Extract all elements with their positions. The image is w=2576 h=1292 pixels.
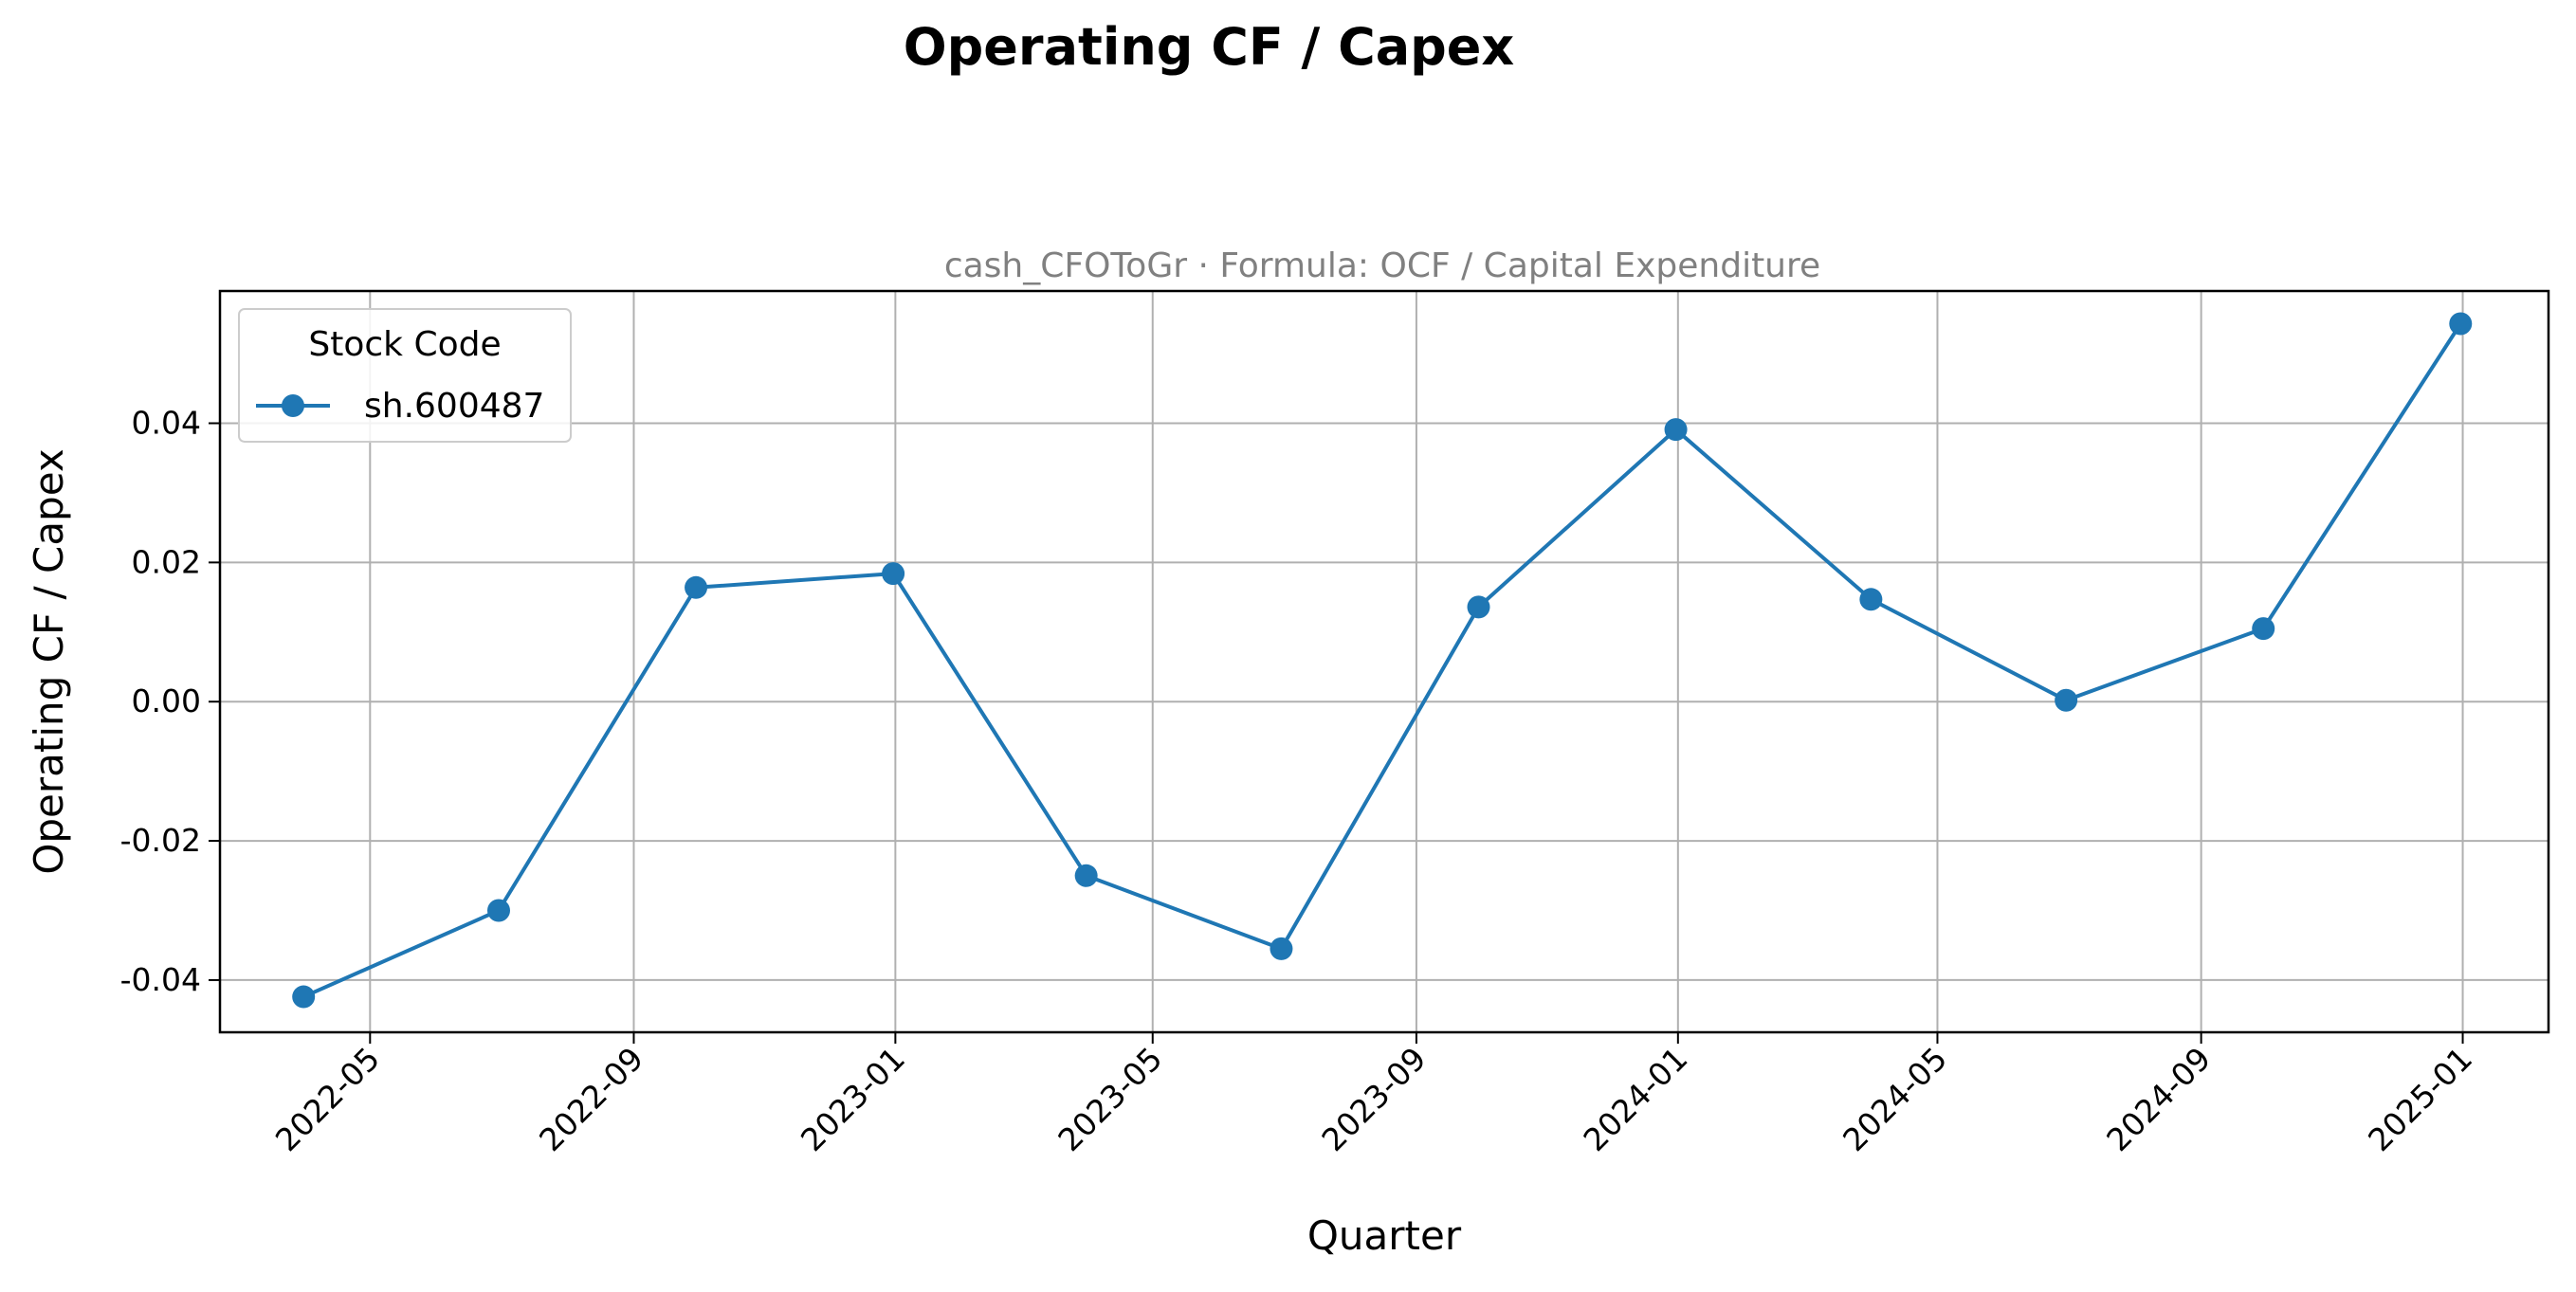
data-point — [1270, 937, 1293, 960]
x-tick-label: 2022-09 — [532, 1040, 650, 1158]
y-tick-label: -0.02 — [120, 822, 201, 859]
series-line — [302, 322, 2462, 999]
x-tick-label: 2023-09 — [1314, 1040, 1433, 1158]
x-tick-label: 2023-01 — [794, 1040, 912, 1158]
grid — [220, 291, 2549, 1032]
data-point — [486, 899, 510, 922]
legend-title: Stock Code — [308, 325, 501, 364]
data-point — [1664, 418, 1688, 442]
x-tick-label: 2025-01 — [2361, 1040, 2479, 1158]
legend-marker-swatch — [282, 394, 304, 417]
x-tick-label: 2023-05 — [1050, 1040, 1169, 1158]
y-tick-label: 0.00 — [132, 682, 201, 719]
y-tick-label: 0.04 — [132, 405, 201, 442]
data-point — [1467, 595, 1490, 619]
data-point — [2449, 312, 2473, 336]
x-tick-label: 2022-05 — [268, 1040, 387, 1158]
legend-box — [238, 308, 572, 443]
y-tick-label: 0.02 — [132, 543, 201, 580]
y-axis-ticks: -0.04 -0.02 0.00 0.02 0.04 — [120, 405, 220, 998]
chart-title: Operating CF / Capex — [903, 17, 1515, 77]
data-point — [2055, 688, 2078, 712]
data-point — [1859, 588, 1883, 611]
chart-subtitle: cash_CFOToGr · Formula: OCF / Capital Ex… — [944, 246, 1820, 285]
data-point — [2252, 617, 2275, 641]
x-tick-label: 2024-09 — [2099, 1040, 2218, 1158]
x-axis-ticks: 2022-05 2022-09 2023-01 2023-05 2023-09 2024-… — [268, 1032, 2479, 1158]
x-axis-label: Quarter — [1307, 1212, 1462, 1259]
data-point — [685, 575, 708, 599]
legend-entry-label: sh.600487 — [364, 387, 544, 426]
x-tick-label: 2024-01 — [1576, 1040, 1694, 1158]
series-layer — [292, 312, 2473, 1009]
data-point — [1074, 864, 1098, 887]
x-tick-label: 2024-05 — [1836, 1040, 1954, 1158]
plot-frame — [218, 289, 2550, 1034]
legend: Stock Code sh.600487 — [238, 308, 572, 443]
data-point — [292, 985, 316, 1009]
data-point — [882, 562, 905, 586]
y-tick-label: -0.04 — [120, 961, 201, 998]
y-axis-label: Operating CF / Capex — [26, 448, 72, 874]
